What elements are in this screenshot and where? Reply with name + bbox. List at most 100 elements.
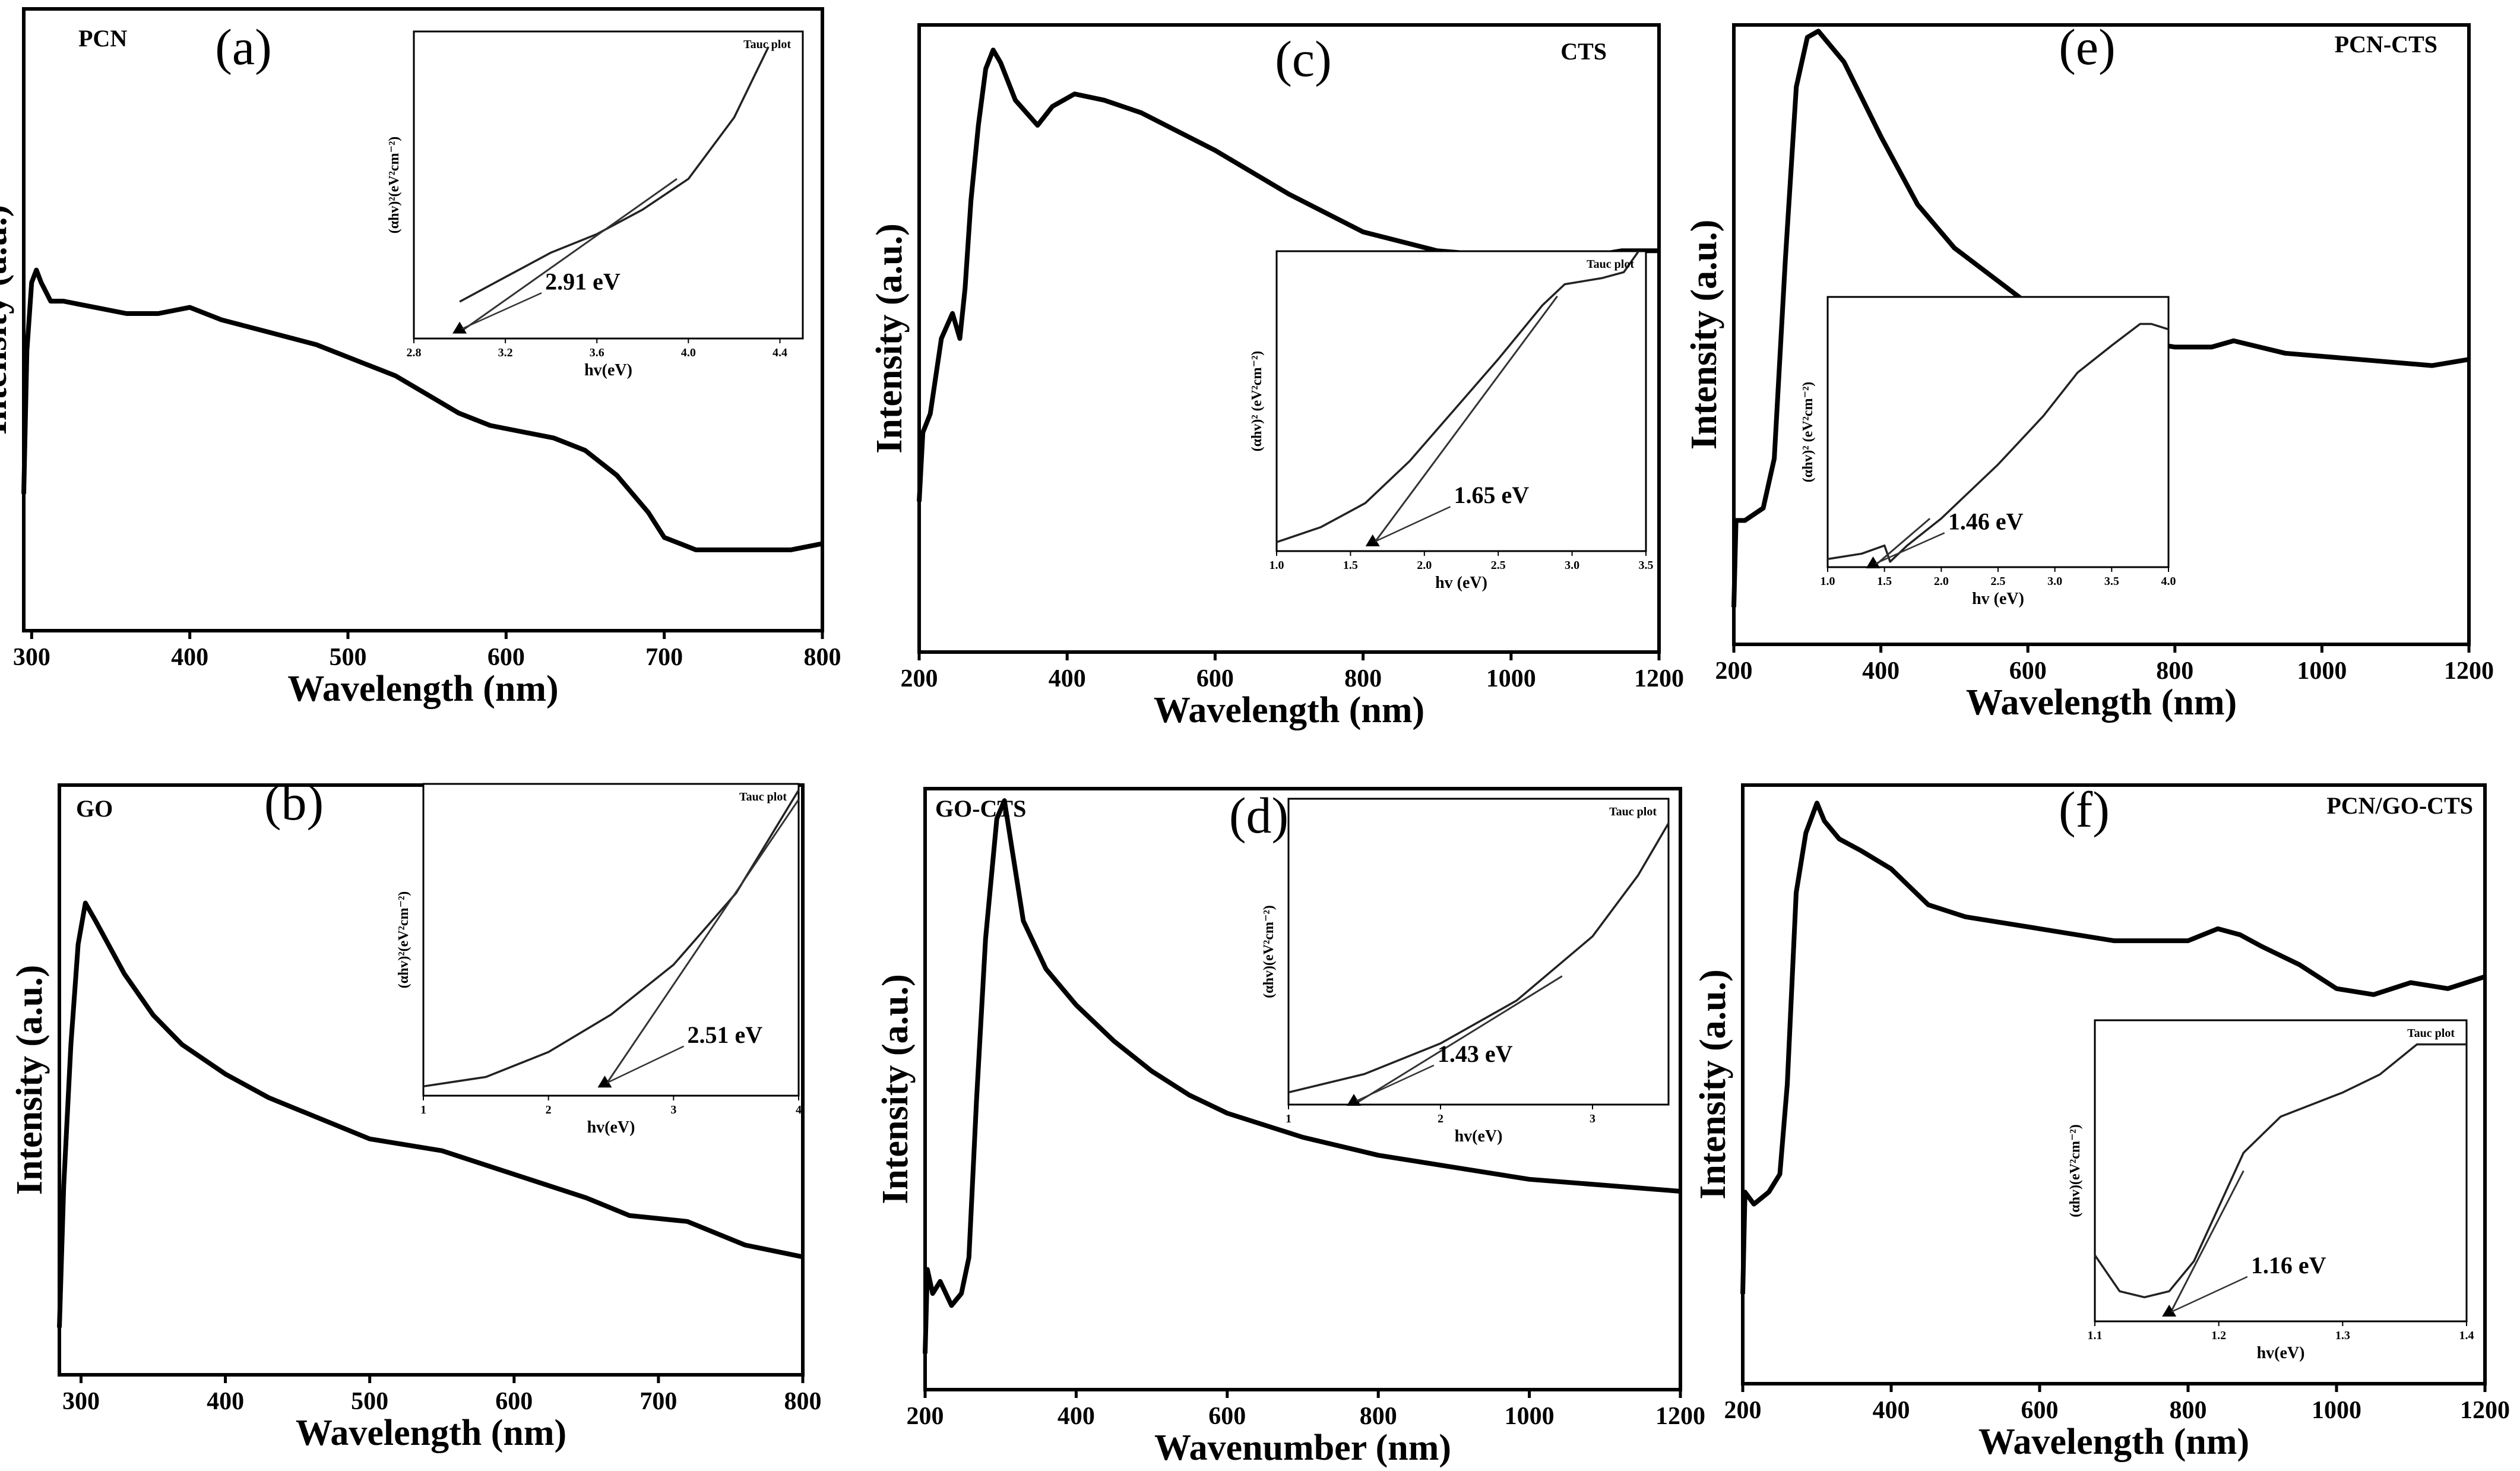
y-axis-title: Intensity (a.u.): [0, 205, 14, 435]
inset-x-tick-label: 1.0: [1270, 559, 1284, 572]
inset-x-tick-label: 2.0: [1934, 575, 1949, 588]
tauc-inset: 1.46 eV 1.0 1.5 2.0 2.5 3.0 3.5 4.0 hv (eV) (αhv)…: [1800, 296, 2176, 608]
x-tick-label: 600: [495, 1388, 533, 1415]
band-gap-label: 1.16 eV: [2251, 1252, 2326, 1279]
x-tick-label: 400: [171, 644, 208, 671]
x-tick-label: 700: [645, 644, 683, 671]
inset-title: Tauc plot: [1587, 258, 1634, 271]
inset-x-tick-label: 4.0: [2161, 575, 2176, 588]
band-gap-label: 1.65 eV: [1454, 482, 1530, 508]
linear-fit-line: [2168, 1170, 2244, 1316]
band-gap-marker: [597, 1075, 612, 1088]
inset-title: Tauc plot: [739, 790, 787, 803]
panel-label: (b): [264, 774, 324, 831]
x-tick-label: 600: [1208, 1403, 1246, 1430]
x-axis-title: Wavelength (nm): [287, 669, 558, 709]
tauc-curve: [459, 46, 770, 303]
inset-x-axis-title: hv(eV): [584, 361, 632, 379]
inset-x-tick-label: 1: [420, 1103, 426, 1116]
panel-a: 300 400 500 600 700 800 Wavelength (nm) Intensi…: [0, 7, 841, 709]
inset-y-axis-title: (αhv)²(eV²cm⁻²): [387, 137, 402, 234]
annotation-leader: [1356, 1064, 1435, 1102]
annotation-leader: [606, 1045, 685, 1084]
inset-y-axis-title: (αhv)(eV²cm⁻²): [2068, 1124, 2083, 1217]
x-axis-title: Wavelength (nm): [1978, 1422, 2249, 1462]
y-axis-title: Intensity (a.u.): [10, 965, 50, 1195]
x-tick-label: 600: [2021, 1397, 2059, 1424]
band-gap-label: 2.91 eV: [545, 268, 620, 295]
x-tick-label: 200: [1724, 1397, 1762, 1424]
x-tick-label: 1200: [2444, 657, 2494, 685]
x-tick-label: 800: [804, 644, 841, 671]
y-axis-title: Intensity (a.u.): [1693, 969, 1733, 1200]
tauc-inset: 1.65 eV 1.0 1.5 2.0 2.5 3.0 3.5 hv (eV) (αhv)² (…: [1249, 250, 1654, 592]
inset-frame: [422, 783, 800, 1097]
inset-x-tick-label: 3.6: [590, 346, 604, 359]
x-tick-label: 600: [487, 644, 525, 671]
inset-x-tick-label: 1.0: [1821, 575, 1835, 588]
band-gap-marker: [1347, 1094, 1362, 1106]
x-tick-label: 200: [1715, 657, 1753, 685]
inset-x-tick-label: 3.0: [2047, 575, 2062, 588]
linear-fit-line: [459, 178, 678, 333]
panel-d: 200 400 600 800 1000 1200 Wavenumber (nm) Inten…: [875, 787, 1705, 1468]
panel-b: 300 400 500 600 700 800 Wavelength (nm) Intensi…: [10, 774, 822, 1453]
x-tick-label: 1000: [2297, 657, 2347, 685]
plot-frame: [1741, 783, 2487, 1385]
x-tick-label: 1200: [2460, 1397, 2510, 1424]
inset-x-tick-label: 3.0: [1565, 559, 1579, 572]
panel-c: 200 400 600 800 1000 1200 Wavelength (nm) Inten…: [869, 23, 1684, 730]
sample-label: GO: [76, 795, 113, 822]
x-tick-label: 400: [1873, 1397, 1910, 1424]
inset-x-tick-label: 4: [796, 1103, 802, 1116]
x-tick-label: 500: [329, 644, 366, 671]
linear-fit-line: [1353, 975, 1563, 1106]
panel-label: (e): [2059, 18, 2115, 75]
tauc-curve: [1276, 250, 1640, 543]
tauc-inset: 2.51 eV 1 2 3 4 hv(eV) (αhv)²(eV²cm⁻²) Tauc plo…: [396, 783, 802, 1137]
inset-x-tick-label: 1.2: [2211, 1329, 2226, 1342]
inset-y-axis-title: (αhv)² (eV²cm⁻²): [1249, 351, 1265, 452]
inset-x-tick-label: 4.4: [773, 346, 787, 359]
spectrum-line: [21, 267, 823, 552]
spectrum-line: [917, 48, 1659, 502]
annotation-leader: [1375, 506, 1451, 543]
spectrum-line: [1731, 29, 2470, 608]
x-tick-label: 800: [784, 1388, 822, 1415]
tauc-curve: [1827, 322, 2169, 563]
x-tick-label: 200: [901, 665, 938, 692]
plot-frame: [917, 23, 1661, 654]
inset-x-tick-label: 2: [546, 1103, 552, 1116]
sample-label: PCN-CTS: [2335, 31, 2437, 58]
annotation-leader: [461, 292, 542, 330]
plot-frame: [1732, 23, 2471, 646]
panel-label: (a): [215, 18, 271, 75]
panel-label: (c): [1275, 30, 1331, 87]
inset-x-tick-label: 1.4: [2459, 1329, 2474, 1342]
inset-frame: [1287, 798, 1670, 1106]
band-gap-label: 1.46 eV: [1948, 508, 2024, 534]
band-gap-marker: [1866, 556, 1880, 568]
inset-x-tick-label: 2.5: [1991, 575, 2006, 588]
sample-label: GO-CTS: [935, 795, 1026, 822]
inset-y-axis-title: (αhv)²(eV²cm⁻²): [396, 891, 411, 989]
x-axis-title: Wavelength (nm): [1966, 682, 2237, 723]
inset-x-tick-label: 4.0: [681, 346, 696, 359]
band-gap-label: 2.51 eV: [688, 1021, 763, 1048]
y-axis-title: Intensity (a.u.): [875, 974, 916, 1204]
tauc-inset: 2.91 eV 2.8 3.2 3.6 4.0 4.4 hv(eV) (αhv)²(eV²cm…: [387, 30, 804, 379]
x-tick-label: 600: [2009, 657, 2047, 685]
inset-x-tick-label: 2: [1438, 1112, 1443, 1125]
x-tick-label: 1200: [1634, 665, 1684, 692]
band-gap-marker: [2162, 1304, 2177, 1317]
inset-x-tick-label: 1: [1286, 1112, 1291, 1125]
inset-y-axis-title: (αhv)² (eV²cm⁻²): [1800, 382, 1816, 483]
x-tick-label: 700: [640, 1388, 677, 1415]
tauc-inset: 1.16 eV 1.1 1.2 1.3 1.4 hv(eV) (αhv)(eV²cm⁻²) T…: [2068, 1019, 2474, 1362]
band-gap-marker: [452, 321, 467, 334]
inset-y-axis-title: (αhv)(eV²cm⁻²): [1261, 905, 1277, 998]
x-tick-label: 800: [1344, 665, 1382, 692]
inset-title: Tauc plot: [743, 38, 791, 51]
inset-x-axis-title: hv(eV): [2257, 1344, 2305, 1362]
annotation-leader: [1875, 532, 1945, 565]
